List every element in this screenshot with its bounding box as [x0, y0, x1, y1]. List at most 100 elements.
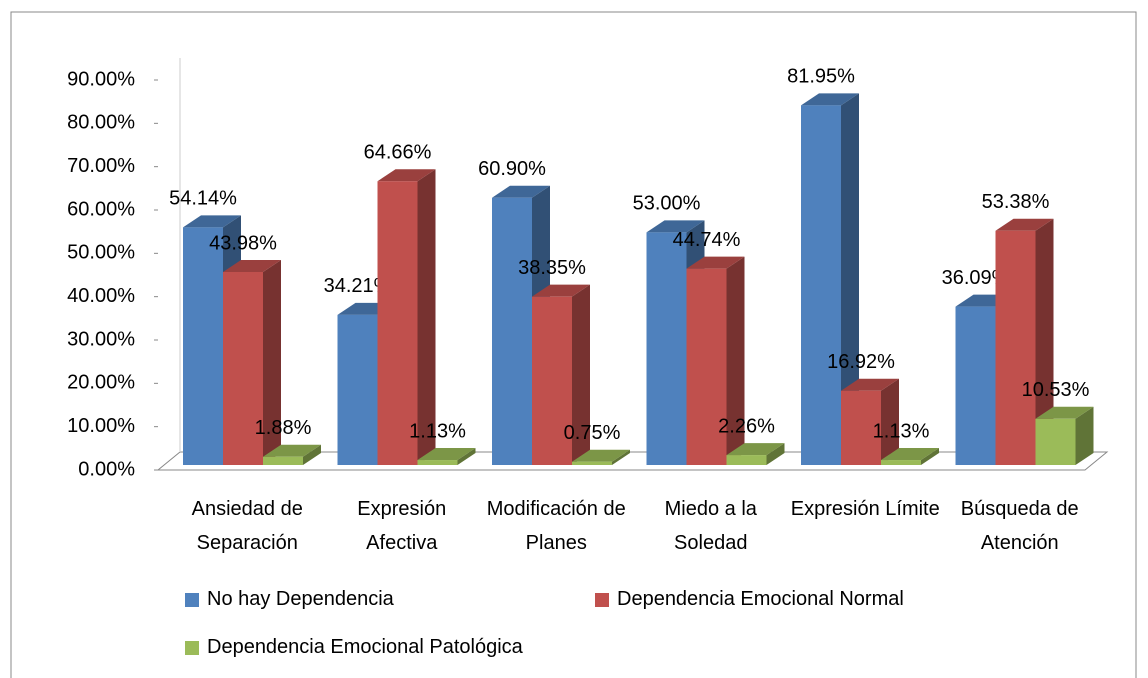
data-label: 36.09%: [942, 267, 1010, 289]
y-tick-label: 90.00%: [67, 68, 135, 90]
data-label: 16.92%: [827, 351, 895, 373]
bar-front: [377, 181, 418, 465]
bar-top: [726, 443, 785, 456]
bar-front: [337, 314, 378, 465]
bar-top: [183, 215, 241, 228]
bar: [417, 448, 476, 465]
bar-side: [457, 448, 476, 465]
bar-side: [766, 443, 785, 465]
bar-front: [417, 460, 458, 465]
bar: [263, 444, 321, 465]
bar-top: [1035, 406, 1094, 419]
bar: [841, 378, 899, 465]
bar-top: [417, 448, 476, 461]
x-tick-label: Ansiedad de Separación: [191, 498, 303, 554]
y-tick-label: 40.00%: [67, 285, 135, 307]
bar: [686, 256, 745, 465]
x-tick-label: Búsqueda de Atención: [960, 498, 1079, 554]
bar-top: [572, 449, 630, 462]
bar-top: [377, 169, 436, 182]
legend-label: Dependencia Emocional Patológica: [207, 636, 523, 658]
bar-top: [223, 259, 281, 272]
bar-front: [995, 230, 1036, 465]
bar: [995, 218, 1054, 465]
x-tick-label: Expresión Afectiva: [357, 498, 447, 554]
bar-front: [686, 268, 727, 465]
bar-side: [1075, 406, 1094, 465]
bar: [377, 169, 436, 465]
data-label: 54.14%: [169, 188, 237, 210]
bar-front: [492, 197, 532, 465]
bar-front: [532, 296, 572, 465]
data-label: 44.74%: [673, 229, 741, 251]
y-tick-label: 70.00%: [67, 155, 135, 177]
legend-item: No hay Dependencia: [185, 588, 394, 611]
bar-top: [492, 185, 550, 198]
bar-top: [995, 218, 1054, 231]
bar-top: [532, 284, 590, 297]
data-label: 53.38%: [982, 191, 1050, 213]
legend-swatch: [185, 640, 199, 655]
x-tick-label: Modificación de Planes: [486, 498, 626, 554]
data-label: 0.75%: [564, 422, 621, 444]
bar-front: [183, 227, 223, 465]
bar: [881, 448, 939, 465]
bar-side: [1035, 218, 1054, 465]
data-label: 1.13%: [873, 420, 930, 442]
bar-side: [612, 449, 630, 465]
y-tick-label: 80.00%: [67, 112, 135, 134]
bar-front: [572, 461, 612, 465]
x-tick-label: Miedo a la Soledad: [664, 498, 757, 554]
data-label: 1.13%: [409, 420, 466, 442]
bar-front: [263, 456, 303, 465]
y-tick-label: 20.00%: [67, 372, 135, 394]
bar-top: [646, 220, 705, 233]
bar-front: [881, 460, 921, 465]
bar-side: [726, 256, 745, 465]
legend-item: Dependencia Emocional Patológica: [185, 636, 523, 659]
bar-front: [801, 105, 841, 465]
bar-side: [881, 378, 899, 465]
y-tick-label: 10.00%: [67, 415, 135, 437]
y-tick-label: 50.00%: [67, 242, 135, 264]
legend-item: Dependencia Emocional Normal: [595, 588, 904, 611]
data-label: 53.00%: [633, 193, 701, 215]
data-label: 43.98%: [209, 232, 277, 254]
bar-front: [841, 390, 881, 465]
bar: [726, 443, 785, 465]
bar: [801, 93, 859, 465]
legend-label: No hay Dependencia: [207, 588, 394, 610]
bar-front: [726, 455, 767, 465]
bar-top: [801, 93, 859, 106]
data-label: 10.53%: [1022, 379, 1090, 401]
bar-top: [841, 378, 899, 391]
bar-side: [572, 284, 590, 465]
bar-top: [263, 444, 321, 457]
bar: [532, 284, 590, 465]
data-label: 64.66%: [364, 141, 432, 163]
bar-top: [686, 256, 745, 269]
bar: [1035, 406, 1094, 465]
x-tick-label: Expresión Límite: [790, 498, 940, 520]
bar-front: [955, 306, 996, 465]
y-tick-label: 0.00%: [78, 458, 135, 480]
bar: [572, 449, 630, 465]
y-tick-label: 30.00%: [67, 328, 135, 350]
chart-border: [10, 11, 1137, 678]
data-label: 1.88%: [255, 417, 312, 439]
data-label: 81.95%: [787, 66, 855, 88]
bar-side: [417, 169, 436, 465]
data-label: 38.35%: [518, 257, 586, 279]
bar-side: [303, 444, 321, 465]
bar-front: [1035, 418, 1076, 465]
bar-side: [263, 259, 281, 465]
bar-side: [841, 93, 859, 465]
bar-top: [881, 448, 939, 461]
bar-front: [223, 271, 263, 465]
data-label: 34.21%: [324, 275, 392, 297]
legend-swatch: [185, 592, 199, 607]
bar-front: [646, 232, 687, 465]
data-label: 60.90%: [478, 158, 546, 180]
